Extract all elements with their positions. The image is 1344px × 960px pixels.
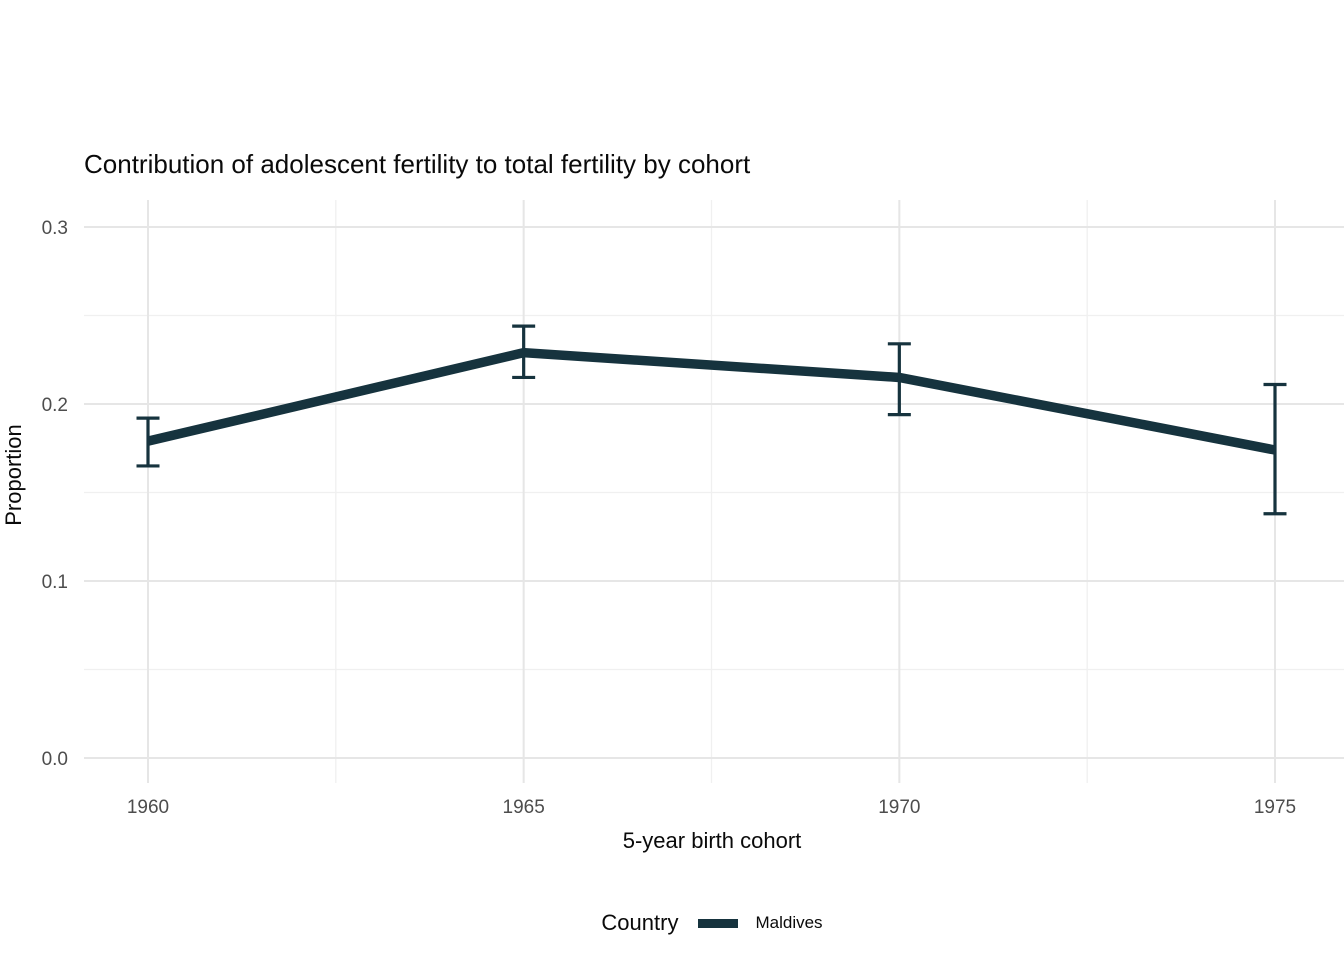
x-axis-title: 5-year birth cohort (622, 828, 802, 853)
legend-title: Country (601, 910, 679, 935)
y-tick-label: 0.3 (42, 218, 68, 239)
legend: Country Maldives (84, 905, 1340, 941)
series-line-maldives (146, 347, 1276, 455)
chart-title: Contribution of adolescent fertility to … (84, 149, 751, 179)
y-tick-label: 0.1 (42, 572, 68, 593)
x-tick-label: 1965 (503, 797, 545, 818)
y-tick-label: 0.2 (42, 395, 68, 416)
x-tick-label: 1970 (878, 797, 920, 818)
x-tick-label: 1960 (127, 797, 169, 818)
legend-label-maldives: Maldives (755, 913, 823, 932)
legend-key-maldives: Maldives (698, 913, 823, 933)
x-tick-label: 1975 (1254, 797, 1296, 818)
y-tick-label: 0.0 (42, 749, 68, 770)
legend-swatch-maldives (698, 918, 739, 928)
